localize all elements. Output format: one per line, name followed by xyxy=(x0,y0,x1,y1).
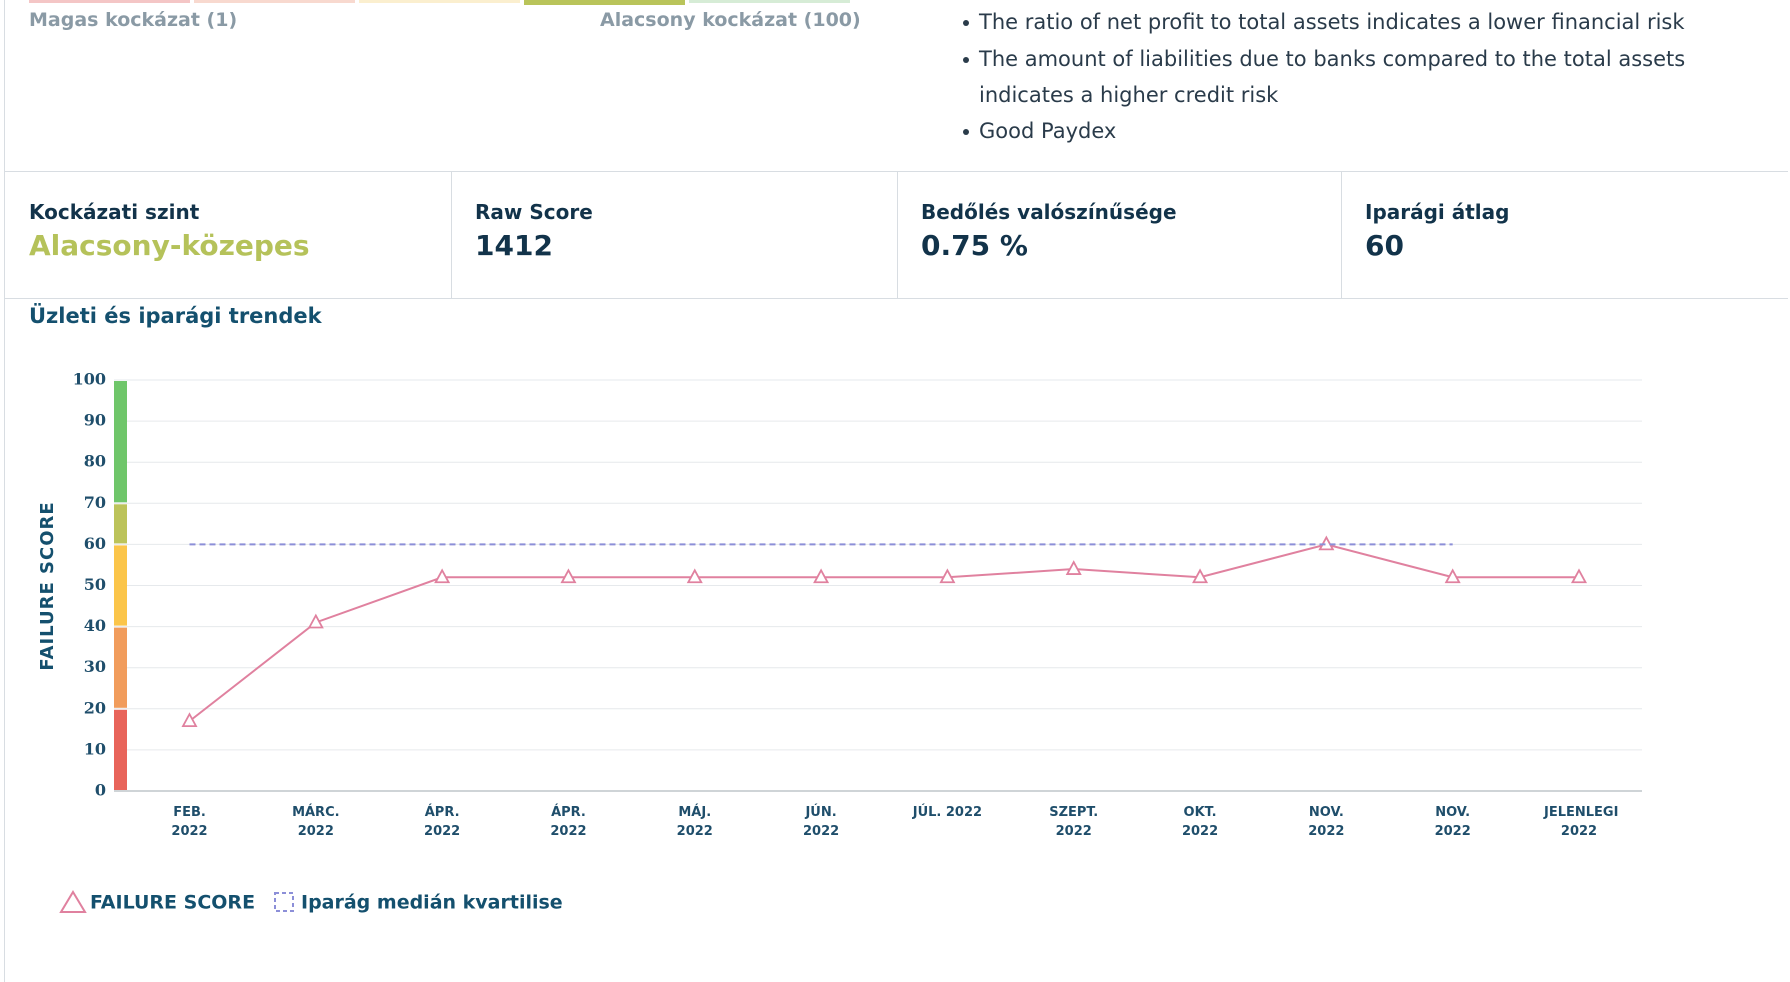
chart-title: Üzleti és iparági trendek xyxy=(29,304,322,328)
stat-label: Raw Score xyxy=(475,200,593,224)
y-tick-label: 10 xyxy=(84,739,106,758)
series-line xyxy=(188,543,1579,722)
legend-label: FAILURE SCORE xyxy=(90,892,255,914)
legend-icon xyxy=(274,892,294,912)
point-marker xyxy=(560,568,577,584)
y-axis-label: FAILURE SCORE xyxy=(37,501,58,670)
bullet: The amount of liabilities due to banks c… xyxy=(979,47,1686,107)
scale-segment xyxy=(524,0,685,5)
border xyxy=(4,171,1788,172)
stat-value: Alacsony-közepes xyxy=(29,229,310,262)
x-tick-label: MÁRC. 2022 xyxy=(292,805,340,839)
point-marker xyxy=(1570,568,1588,584)
y-tick-label: 70 xyxy=(84,493,106,512)
x-tick-label: JÚL. 2022 xyxy=(912,805,983,820)
risk-band xyxy=(114,709,127,790)
y-tick-label: 60 xyxy=(84,534,106,553)
x-tick-label: SZEPT. 2022 xyxy=(1049,805,1099,839)
x-tick-label: JELENLEGI 2022 xyxy=(1544,805,1619,839)
y-tick-label: 100 xyxy=(73,370,106,389)
point-marker xyxy=(1444,568,1461,584)
stat-label: Iparági átlag xyxy=(1365,200,1510,224)
divider xyxy=(451,171,452,299)
bullet: The ratio of net profit to total assets … xyxy=(979,10,1685,34)
scale-segment xyxy=(359,0,520,3)
scale-segment xyxy=(29,0,190,3)
risk-band xyxy=(114,504,127,544)
divider xyxy=(897,171,898,299)
y-tick-label: 0 xyxy=(95,781,106,800)
bullet-dot xyxy=(963,129,969,135)
stat-label: Bedőlés valószínűsége xyxy=(921,200,1177,224)
low-risk-label: Alacsony kockázat (100) xyxy=(600,9,861,31)
stat-label: Kockázati szint xyxy=(29,200,200,224)
x-tick-label: NOV. 2022 xyxy=(1308,805,1345,839)
high-risk-label: Magas kockázat (1) xyxy=(29,9,238,31)
bullet-dot xyxy=(963,57,969,63)
x-tick-label: FEB. 2022 xyxy=(171,805,208,839)
x-tick-label: JÚN. 2022 xyxy=(802,805,840,839)
y-tick-label: 90 xyxy=(84,411,106,430)
risk-band xyxy=(114,627,127,708)
y-tick-label: 30 xyxy=(84,657,106,676)
bullet-dot xyxy=(963,20,969,26)
x-tick-label: NOV. 2022 xyxy=(1434,805,1471,839)
point-marker xyxy=(307,613,324,629)
legend-icon xyxy=(59,890,87,913)
point-marker xyxy=(686,568,703,584)
y-tick-label: 40 xyxy=(84,616,106,635)
point-marker xyxy=(1065,560,1082,575)
stat-value: 1412 xyxy=(475,229,553,262)
border xyxy=(4,0,5,982)
point-marker xyxy=(434,568,451,584)
point-marker xyxy=(939,568,956,584)
x-tick-label: MÁJ. 2022 xyxy=(676,805,713,839)
y-tick-label: 50 xyxy=(84,575,106,594)
stat-value: 60 xyxy=(1365,229,1404,262)
x-tick-label: ÁPR. 2022 xyxy=(550,805,587,839)
bullet: Good Paydex xyxy=(979,119,1117,143)
x-tick-label: OKT. 2022 xyxy=(1181,805,1219,839)
scale-segment xyxy=(194,0,355,3)
legend-label: Iparág medián kvartilise xyxy=(301,892,563,914)
risk-band xyxy=(114,381,127,503)
border xyxy=(4,298,1788,299)
stat-value: 0.75 % xyxy=(921,229,1028,262)
y-tick-label: 20 xyxy=(84,698,106,717)
point-marker xyxy=(813,568,830,584)
scale-segment xyxy=(689,0,850,3)
point-marker xyxy=(1192,568,1209,584)
x-tick-label: ÁPR. 2022 xyxy=(424,805,461,839)
y-tick-label: 80 xyxy=(84,452,106,471)
risk-band xyxy=(114,545,127,626)
point-marker xyxy=(181,712,198,728)
divider xyxy=(1341,171,1342,299)
